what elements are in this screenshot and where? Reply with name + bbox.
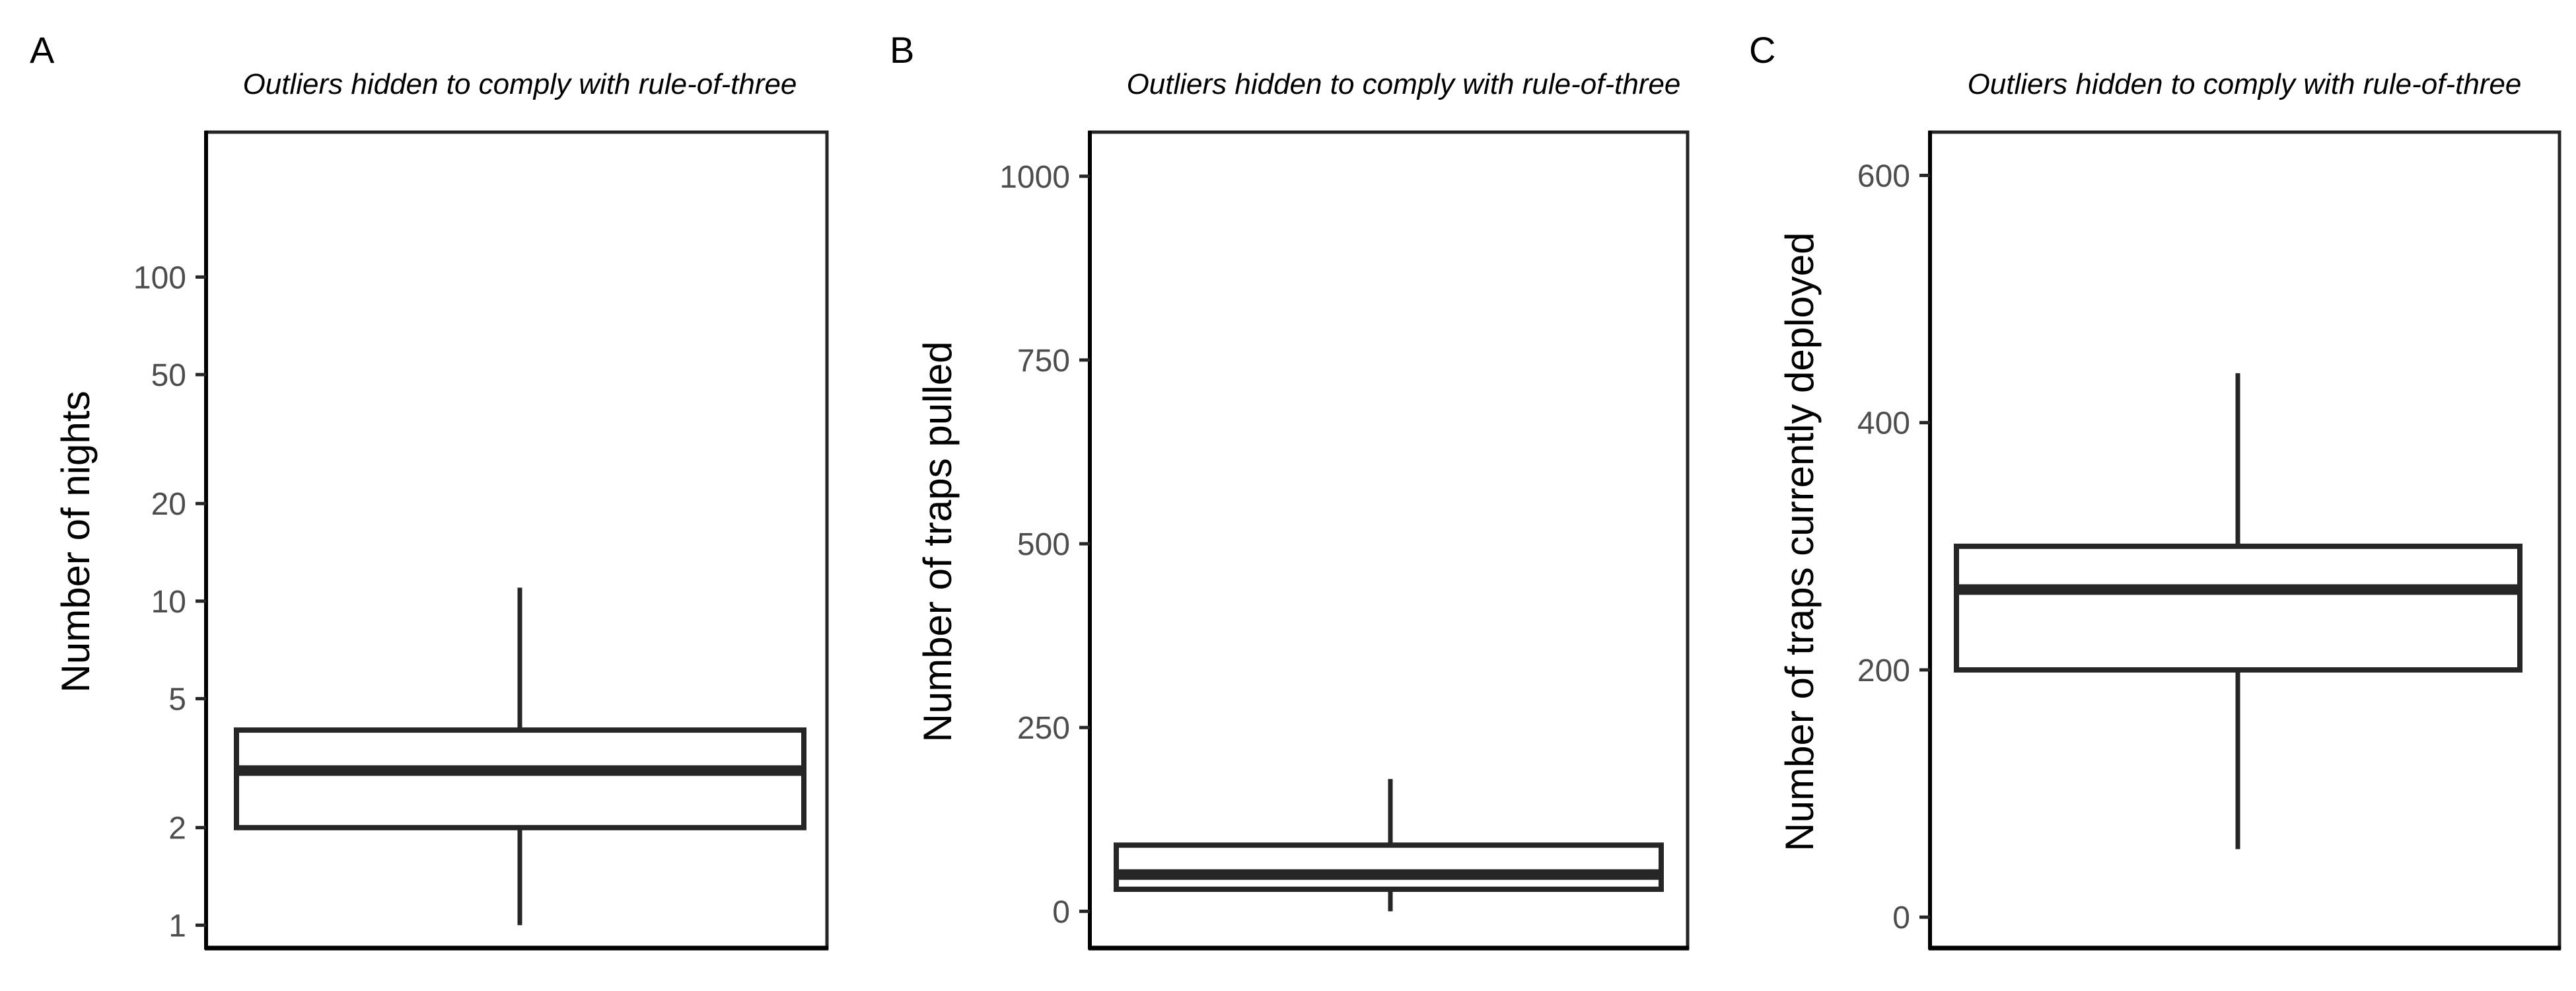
panel-b: B Outliers hidden to comply with rule-of… <box>890 29 1690 951</box>
panel-title: Outliers hidden to comply with rule-of-t… <box>243 68 797 100</box>
iqr-box <box>1114 842 1664 892</box>
iqr-box <box>234 727 806 830</box>
iqr-box <box>1954 543 2522 673</box>
y-tick-label: 200 <box>1857 653 1910 688</box>
y-tick-label: 5 <box>168 682 186 717</box>
panel-letter: A <box>30 29 55 71</box>
y-axis-title: Number of traps currently deployed <box>1777 232 1822 851</box>
y-tick-label: 0 <box>1052 895 1070 930</box>
y-axis-title: Number of traps pulled <box>915 342 960 743</box>
y-tick-label: 100 <box>133 260 186 295</box>
y-tick-label: 1 <box>168 908 186 943</box>
y-tick-label: 1000 <box>999 160 1070 195</box>
y-tick-label: 500 <box>1017 527 1070 562</box>
panel-a: A Outliers hidden to comply with rule-of… <box>30 29 829 951</box>
panel-title: Outliers hidden to comply with rule-of-t… <box>1127 68 1681 100</box>
y-tick-label: 0 <box>1892 900 1910 936</box>
panel-letter: B <box>890 29 914 71</box>
y-ticks: 0 250 500 750 1000 <box>999 160 1090 930</box>
y-tick-label: 400 <box>1857 406 1910 441</box>
y-ticks: 0 200 400 600 <box>1857 159 1930 936</box>
panel-title: Outliers hidden to comply with rule-of-t… <box>1968 68 2522 100</box>
y-tick-label: 250 <box>1017 711 1070 746</box>
y-tick-label: 10 <box>151 585 186 620</box>
y-tick-label: 750 <box>1017 344 1070 379</box>
y-tick-label: 20 <box>151 487 186 522</box>
y-ticks: 1 2 5 10 20 50 100 <box>133 260 206 943</box>
box-plot <box>1954 373 2522 850</box>
y-tick-label: 2 <box>168 811 186 846</box>
panel-letter: C <box>1749 29 1775 71</box>
y-tick-label: 600 <box>1857 159 1910 194</box>
box-plot <box>1114 779 1664 912</box>
y-axis-title: Number of nights <box>54 391 98 693</box>
plot-frame <box>1928 130 2561 950</box>
box-plot <box>234 587 806 926</box>
panel-c: C Outliers hidden to comply with rule-of… <box>1749 29 2561 951</box>
y-tick-label: 50 <box>151 358 186 393</box>
